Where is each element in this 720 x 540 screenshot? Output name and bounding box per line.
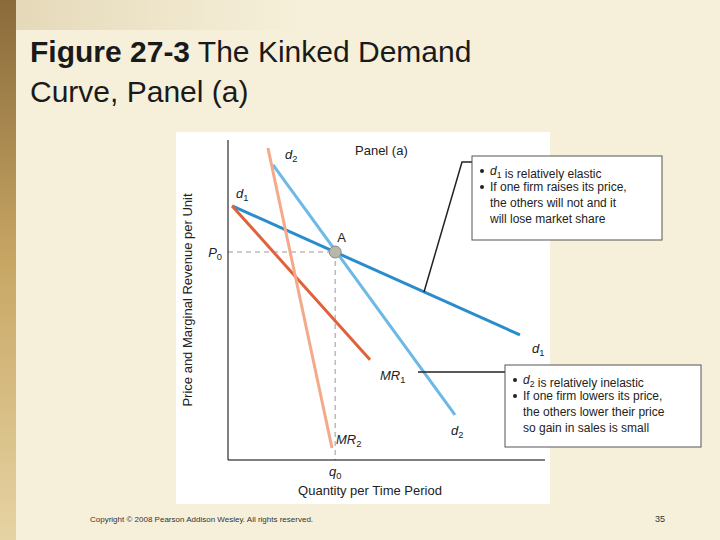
svg-text:P0: P0 [208, 245, 222, 262]
svg-text:Quantity per Time Period: Quantity per Time Period [298, 483, 442, 498]
svg-text:MR2: MR2 [336, 432, 361, 449]
svg-text:d2: d2 [285, 147, 297, 164]
svg-text:If one firm raises its price,: If one firm raises its price, [490, 180, 627, 194]
svg-text:the others lower their price: the others lower their price [523, 405, 665, 419]
svg-text:d1: d1 [532, 341, 544, 358]
svg-text:d1: d1 [236, 186, 248, 203]
svg-text:will lose market share: will lose market share [489, 212, 606, 226]
svg-text:q0: q0 [329, 464, 341, 481]
svg-text:d2: d2 [451, 423, 463, 440]
svg-text:Price and Marginal Revenue per: Price and Marginal Revenue per Unit [180, 193, 195, 407]
svg-text:so gain in sales is small: so gain in sales is small [523, 421, 649, 435]
svg-text:A: A [337, 230, 346, 245]
svg-text:d2 is relatively inelastic: d2 is relatively inelastic [523, 373, 644, 390]
svg-text:the others will not and it: the others will not and it [490, 196, 617, 210]
svg-text:35: 35 [655, 514, 665, 524]
svg-text:Figure 27-3 The Kinked Demand: Figure 27-3 The Kinked Demand [30, 35, 471, 68]
svg-text:Panel (a): Panel (a) [355, 143, 408, 158]
svg-text:Curve, Panel (a): Curve, Panel (a) [30, 75, 248, 108]
svg-text:MR1: MR1 [380, 368, 405, 385]
svg-text:Copyright © 2008 Pearson Addis: Copyright © 2008 Pearson Addison Wesley.… [90, 515, 313, 524]
svg-text:If one firm lowers its price,: If one firm lowers its price, [523, 389, 662, 403]
svg-text:d1 is relatively elastic: d1 is relatively elastic [490, 164, 602, 181]
